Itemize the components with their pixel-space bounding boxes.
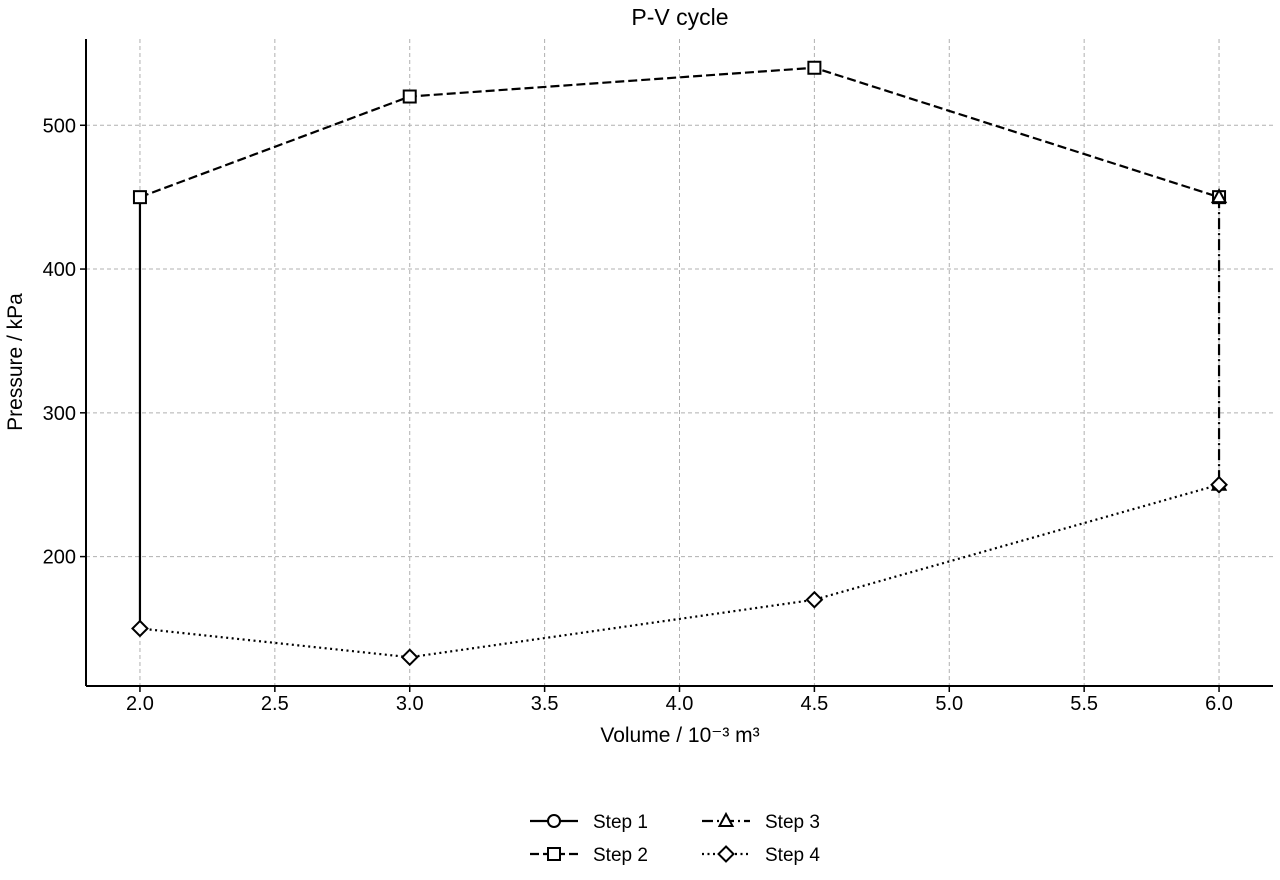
data-point-step-2 — [807, 60, 822, 75]
tick-labels: 2.0 2.5 3.0 3.5 4.0 4.5 5.0 5.5 6.0 200 300 400 500 — [43, 115, 1233, 715]
y-axis-label: Pressure / kPa — [4, 293, 27, 431]
y-tick-label: 200 — [43, 547, 76, 569]
x-tick-label: 4.5 — [800, 693, 828, 715]
grid — [86, 39, 1273, 686]
axes — [80, 39, 1273, 692]
x-tick-label: 2.0 — [126, 693, 154, 715]
legend: Step 1 Step 2 Step 3 Step 4 — [530, 811, 820, 866]
y-tick-label: 300 — [43, 403, 76, 425]
y-tick-label: 400 — [43, 259, 76, 281]
legend-marker-circle — [547, 814, 561, 828]
legend-marker-diamond — [717, 845, 735, 863]
legend-item-step-3: Step 3 — [702, 811, 820, 833]
x-axis-label: Volume / 10⁻³ m³ — [600, 724, 759, 747]
chart-title: P-V cycle — [631, 4, 728, 30]
data-point-step-4 — [805, 590, 824, 609]
series-markers — [131, 60, 1228, 667]
legend-item-step-2: Step 2 — [530, 845, 648, 866]
series-lines — [138, 66, 1221, 659]
y-tick-label: 500 — [43, 115, 76, 137]
x-tick-label: 6.0 — [1205, 693, 1233, 715]
legend-label: Step 1 — [593, 812, 648, 833]
data-point-step-3 — [1210, 188, 1228, 204]
legend-marker-triangle — [717, 811, 735, 827]
data-point-step-2 — [132, 190, 147, 205]
x-tick-label: 2.5 — [261, 693, 289, 715]
legend-label: Step 2 — [593, 845, 648, 866]
x-tick-label: 3.0 — [396, 693, 424, 715]
x-tick-label: 3.5 — [531, 693, 559, 715]
legend-marker-square — [547, 847, 561, 861]
data-point-step-4 — [400, 648, 419, 667]
legend-item-step-4: Step 4 — [702, 845, 820, 866]
data-point-step-4 — [1210, 475, 1228, 494]
legend-label: Step 4 — [765, 845, 820, 866]
data-point-step-2 — [402, 89, 417, 104]
series-line-step-4 — [139, 483, 1220, 659]
x-tick-label: 4.0 — [666, 693, 694, 715]
x-tick-label: 5.0 — [935, 693, 963, 715]
legend-label: Step 3 — [765, 812, 820, 833]
legend-item-step-1: Step 1 — [530, 812, 648, 833]
series-line-step-2 — [139, 66, 1220, 199]
data-point-step-4 — [131, 619, 149, 638]
x-tick-label: 5.5 — [1070, 693, 1098, 715]
